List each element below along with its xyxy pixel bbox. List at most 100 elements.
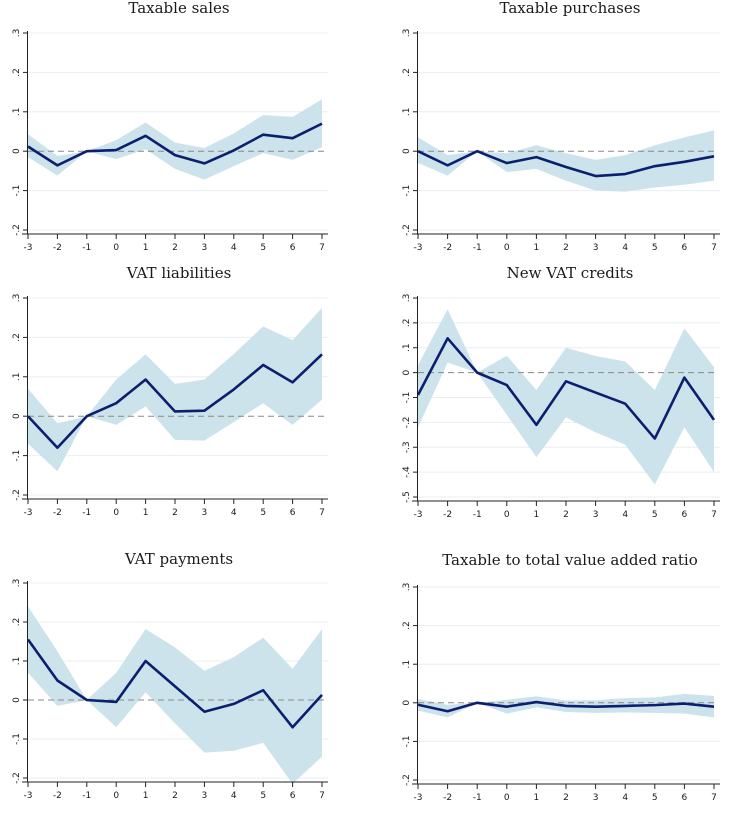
y-tick-label: .1 (12, 657, 22, 666)
x-tick-label: 7 (319, 243, 325, 253)
estimate-series-line (417, 149, 715, 178)
x-tick-label: -3 (414, 510, 423, 520)
x-tick-label: 2 (172, 791, 178, 801)
estimate-series-line (26, 638, 323, 729)
confidence-band (28, 99, 322, 180)
x-tick-label: 6 (682, 510, 688, 520)
y-tick-label: .3 (12, 294, 22, 303)
chart-title: New VAT credits (507, 264, 634, 282)
x-tick-label: 5 (260, 243, 266, 253)
x-tick-label: 1 (143, 508, 149, 518)
x-tick-label: 1 (143, 791, 149, 801)
y-tick-label: -.1 (12, 733, 22, 745)
x-tick-label: 2 (563, 793, 569, 803)
y-tick-label: -.5 (402, 491, 412, 503)
x-tick-label: 4 (231, 243, 237, 253)
y-tick-label: .2 (402, 621, 412, 630)
x-tick-label: 2 (563, 243, 569, 253)
x-tick-label: 0 (504, 243, 510, 253)
x-tick-label: -3 (24, 791, 33, 801)
chart-panel-0: Taxable sales -.2 -.1 0 .1 .2 .3 -3 -2 -1 0 1 2 3 4 5 6 7 (12, 0, 328, 253)
x-tick-label: -1 (82, 508, 91, 518)
y-tick-label: -.1 (12, 185, 22, 197)
estimate-series-line (27, 353, 323, 450)
estimate-series-line (27, 122, 323, 167)
confidence-band (418, 309, 714, 485)
x-tick-label: -3 (414, 793, 423, 803)
x-tick-label: 0 (113, 243, 119, 253)
chart-title: VAT payments (124, 550, 233, 568)
y-tick-label: -.3 (402, 441, 412, 453)
y-tick-label: .1 (402, 343, 412, 352)
x-tick-label: 7 (319, 791, 325, 801)
x-tick-label: -1 (473, 243, 482, 253)
x-tick-label: 1 (534, 243, 540, 253)
y-tick-label: .3 (402, 294, 412, 303)
x-tick-label: 3 (593, 793, 599, 803)
y-tick-label: 0 (12, 148, 22, 154)
x-tick-label: -2 (53, 243, 62, 253)
chart-panel-4: VAT payments -.2 -.1 0 .1 .2 .3 -3 -2 -1 0 1 2 3 4 5 6 7 (12, 550, 328, 801)
x-tick-label: 7 (711, 243, 717, 253)
x-tick-label: 1 (143, 243, 149, 253)
x-tick-label: 3 (202, 243, 208, 253)
chart-title: Taxable purchases (500, 0, 641, 17)
y-tick-label: -.4 (402, 466, 412, 478)
y-tick-label: -.2 (12, 489, 22, 501)
x-tick-label: 0 (113, 791, 119, 801)
x-tick-label: -2 (53, 791, 62, 801)
x-tick-label: 3 (593, 510, 599, 520)
y-tick-label: .1 (12, 373, 22, 382)
chart-panel-2: VAT liabilities -.2 -.1 0 .1 .2 .3 -3 -2 -1 0 1 2 3 4 5… (12, 264, 328, 518)
y-tick-label: 0 (402, 369, 412, 375)
y-tick-label: -.1 (402, 735, 412, 747)
x-tick-label: 6 (290, 791, 296, 801)
x-tick-label: 4 (622, 243, 628, 253)
y-tick-label: .2 (12, 68, 22, 77)
y-tick-label: .3 (402, 583, 412, 592)
x-tick-label: 2 (563, 510, 569, 520)
chart-panel-5: Taxable to total value added ratio -.2 -.1… (402, 551, 720, 803)
y-tick-label: .2 (402, 319, 412, 328)
x-tick-label: -1 (82, 791, 91, 801)
x-tick-label: 5 (652, 793, 658, 803)
x-tick-label: -1 (473, 510, 482, 520)
y-tick-label: -.1 (402, 185, 412, 197)
x-tick-label: -2 (53, 508, 62, 518)
y-tick-label: .2 (402, 68, 412, 77)
x-tick-label: 2 (172, 508, 178, 518)
y-tick-label: 0 (402, 148, 412, 154)
chart-title: Taxable to total value added ratio (442, 551, 698, 569)
x-tick-label: -2 (443, 243, 452, 253)
x-tick-label: 1 (534, 793, 540, 803)
chart-panel-1: Taxable purchases -.2 -.1 0 .1 .2 .3 -3 -2 -1 0 1 2 3… (402, 0, 720, 253)
x-tick-label: -1 (82, 243, 91, 253)
x-tick-label: 4 (622, 510, 628, 520)
x-tick-label: -1 (473, 793, 482, 803)
x-tick-label: -2 (443, 793, 452, 803)
x-tick-label: -3 (414, 243, 423, 253)
x-tick-label: 1 (534, 510, 540, 520)
x-tick-label: 3 (593, 243, 599, 253)
y-tick-label: -.2 (402, 224, 412, 236)
x-tick-label: 5 (652, 243, 658, 253)
y-tick-label: .2 (12, 333, 22, 342)
x-tick-label: 7 (711, 510, 717, 520)
y-tick-label: -.2 (12, 224, 22, 236)
x-tick-label: 0 (504, 510, 510, 520)
y-tick-label: -.2 (12, 772, 22, 784)
x-tick-label: 4 (231, 791, 237, 801)
y-tick-label: .1 (402, 108, 412, 117)
y-tick-label: -.1 (402, 392, 412, 404)
x-tick-label: 3 (202, 508, 208, 518)
y-tick-label: .3 (12, 29, 22, 38)
x-tick-label: 4 (231, 508, 237, 518)
chart-title: VAT liabilities (126, 264, 232, 282)
y-tick-label: -.2 (402, 416, 412, 428)
x-tick-label: 0 (113, 508, 119, 518)
x-tick-label: 5 (652, 510, 658, 520)
x-tick-label: 6 (290, 243, 296, 253)
x-tick-label: 5 (260, 508, 266, 518)
confidence-band (418, 130, 714, 192)
